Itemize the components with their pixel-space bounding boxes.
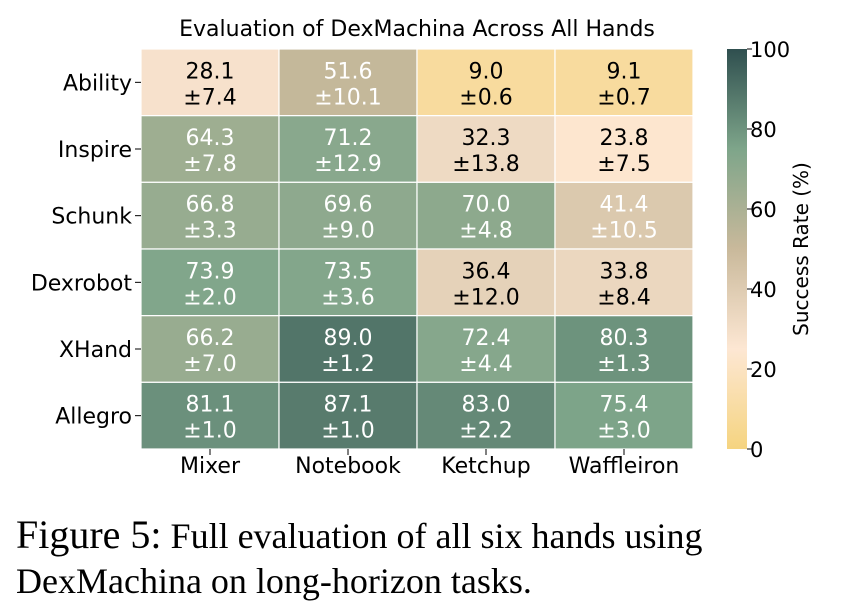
heatmap-cell [278,115,418,183]
cell-value-label: 23.8 [600,126,649,151]
cell-value-label: 36.4 [462,259,511,284]
colorbar-tick-label: 20 [750,358,777,382]
column-label: Waffleiron [569,454,680,479]
column-label: Ketchup [441,454,530,479]
row-label: Dexrobot [31,271,133,296]
cell-error-label: ±8.4 [597,285,650,310]
cell-error-label: ±1.2 [321,352,374,377]
heatmap-cell [140,48,280,117]
cell-value-label: 70.0 [462,193,511,218]
figure-caption: Figure 5: Full evaluation of all six han… [16,512,836,604]
cell-error-label: ±2.2 [459,419,512,444]
cell-error-label: ±2.0 [183,285,236,310]
cell-value-label: 9.1 [607,59,642,84]
heatmap-cell [554,181,694,250]
heatmap-cell [278,248,418,317]
caption-label: Figure 5: [16,512,162,557]
caption-text: Full evaluation of all six hands using D… [16,516,703,601]
heatmap-cell [140,248,280,317]
cell-error-label: ±0.6 [459,85,512,110]
cell-value-label: 73.5 [324,259,373,284]
heatmap-cell [554,48,694,117]
colorbar-label: Success Rate (%) [789,162,813,336]
cell-error-label: ±9.0 [321,219,374,244]
cell-value-label: 80.3 [600,326,649,351]
cell-error-label: ±7.0 [183,352,236,377]
cell-value-label: 9.0 [469,59,504,84]
cell-error-label: ±10.5 [590,219,657,244]
row-label: XHand [59,338,132,363]
cell-value-label: 69.6 [324,193,373,218]
cell-value-label: 66.8 [186,193,235,218]
cell-value-label: 87.1 [324,393,373,418]
cell-error-label: ±3.6 [321,285,374,310]
cell-error-label: ±7.4 [183,85,236,110]
colorbar-tick-label: 80 [750,118,777,142]
cell-value-label: 64.3 [186,126,235,151]
heatmap-cell [140,381,280,450]
heatmap-cell [416,48,556,117]
colorbar-tick-label: 0 [750,438,763,462]
colorbar [727,49,747,449]
colorbar-tick-label: 40 [750,278,777,302]
chart-title: Evaluation of DexMachina Across All Hand… [179,17,655,42]
heatmap-cell [554,381,694,450]
heatmap-cell [554,315,694,383]
heatmap-cell [278,181,418,250]
cell-error-label: ±7.8 [183,152,236,177]
cell-value-label: 33.8 [600,259,649,284]
cell-error-label: ±0.7 [597,85,650,110]
cell-error-label: ±10.1 [314,85,381,110]
cell-value-label: 72.4 [462,326,511,351]
cell-error-label: ±4.4 [459,352,512,377]
heatmap-cell [278,381,418,450]
cell-error-label: ±12.0 [452,285,519,310]
cell-value-label: 66.2 [186,326,235,351]
cell-error-label: ±1.0 [183,419,236,444]
cell-error-label: ±3.0 [597,419,650,444]
heatmap-cell [554,115,694,183]
row-label: Allegro [55,405,132,430]
row-label: Ability [63,71,132,96]
column-label: Notebook [295,454,401,479]
cell-value-label: 73.9 [186,259,235,284]
row-label: Inspire [58,138,132,163]
cell-error-label: ±1.3 [597,352,650,377]
cell-value-label: 32.3 [462,126,511,151]
cell-error-label: ±12.9 [314,152,381,177]
cell-value-label: 41.4 [600,193,649,218]
cell-value-label: 75.4 [600,393,649,418]
heatmap-cell [140,115,280,183]
cell-error-label: ±1.0 [321,419,374,444]
row-label: Schunk [51,205,132,230]
cell-error-label: ±7.5 [597,152,650,177]
cell-value-label: 89.0 [324,326,373,351]
cell-error-label: ±4.8 [459,219,512,244]
cell-value-label: 28.1 [186,59,235,84]
column-label: Mixer [180,454,241,479]
cell-error-label: ±3.3 [183,219,236,244]
heatmap-chart: Evaluation of DexMachina Across All Hand… [31,17,813,479]
cell-value-label: 81.1 [186,393,235,418]
heatmap-cell [278,48,418,117]
cell-value-label: 71.2 [324,126,373,151]
heatmap-cell [278,315,418,383]
heatmap-cell [416,381,556,450]
colorbar-tick-label: 60 [750,198,777,222]
heatmap-cell [554,248,694,317]
colorbar-tick-label: 100 [750,38,790,62]
cell-error-label: ±13.8 [452,152,519,177]
cell-value-label: 51.6 [324,59,373,84]
heatmap-cell [416,315,556,383]
cell-value-label: 83.0 [462,393,511,418]
